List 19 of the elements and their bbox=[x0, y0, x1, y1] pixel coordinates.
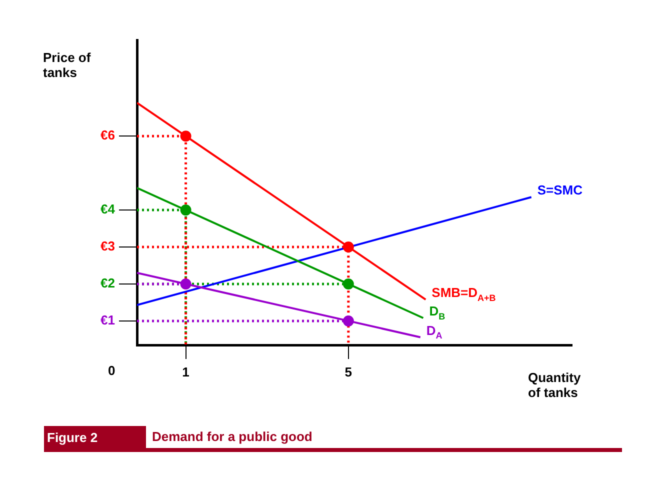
x-tick-label: 5 bbox=[344, 364, 352, 380]
point bbox=[180, 204, 192, 216]
text: Demand for a public good bbox=[152, 428, 312, 446]
y-axis-title: Price of tanks bbox=[43, 50, 92, 80]
point bbox=[342, 315, 354, 326]
point bbox=[180, 130, 192, 142]
point bbox=[342, 278, 354, 290]
y-tick-label: €1 bbox=[100, 312, 115, 328]
y-tick-label: €2 bbox=[100, 276, 115, 291]
x-axis-title: Quantity of tanks bbox=[528, 370, 582, 400]
y-tick-label: €3 bbox=[100, 238, 115, 254]
series-label: S=SMC bbox=[537, 182, 584, 198]
y-tick-label: €4 bbox=[100, 202, 116, 217]
x-tick-label: 1 bbox=[182, 364, 190, 380]
y-tick-label: €6 bbox=[100, 128, 115, 143]
point bbox=[180, 278, 192, 290]
text: 0 bbox=[108, 363, 116, 378]
point bbox=[342, 242, 354, 253]
caption: Figure 2 bbox=[44, 426, 146, 452]
